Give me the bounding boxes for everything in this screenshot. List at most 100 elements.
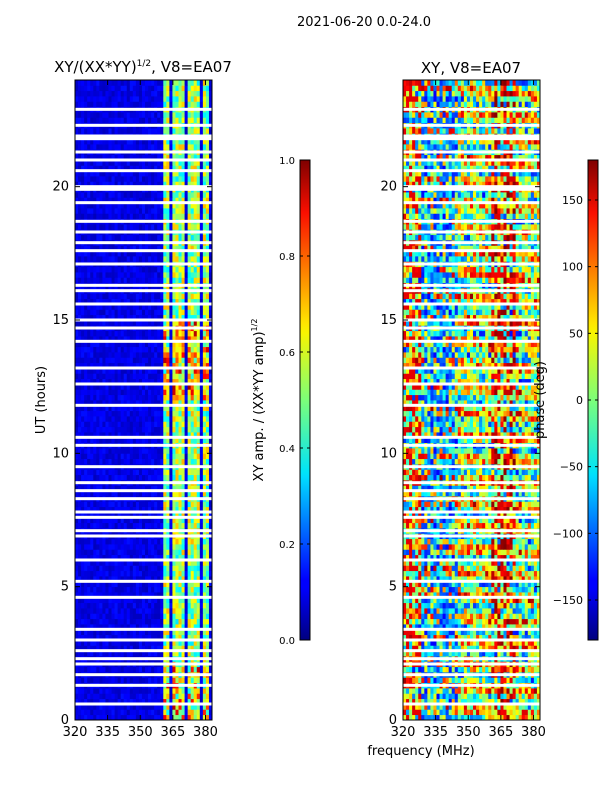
heatmap-cell: [205, 458, 210, 465]
heatmap-cell: [108, 197, 112, 204]
heatmap-cell: [111, 517, 115, 524]
heatmap-cell: [120, 538, 125, 545]
heatmap-cell: [154, 506, 158, 513]
heatmap-cell: [196, 624, 201, 630]
heatmap-cell: [78, 373, 82, 380]
heatmap-cell: [81, 592, 85, 598]
heatmap-cell: [108, 538, 112, 545]
heatmap-cell: [145, 346, 149, 353]
heatmap-cell: [208, 650, 212, 657]
heatmap-cell: [151, 608, 155, 614]
heatmap-cell: [90, 234, 94, 241]
heatmap-cell: [96, 176, 100, 182]
heatmap-cell: [169, 688, 173, 694]
heatmap-cell: [138, 416, 143, 422]
heatmap-cell: [208, 586, 212, 593]
heatmap-cell: [129, 176, 134, 182]
heatmap-cell: [126, 373, 131, 380]
heatmap-cell: [166, 501, 170, 508]
heatmap-cell: [151, 192, 155, 198]
heatmap-cell: [102, 416, 106, 422]
heatmap-cell: [78, 602, 82, 609]
heatmap-cell: [208, 634, 212, 641]
heatmap-cell: [151, 538, 155, 545]
heatmap-cell: [123, 560, 128, 566]
heatmap-cell: [81, 213, 85, 220]
heatmap-cell: [108, 522, 112, 529]
heatmap-cell: [199, 704, 204, 710]
heatmap-cell: [87, 197, 91, 204]
heatmap-cell: [172, 181, 176, 188]
heatmap-cell: [199, 373, 204, 380]
heatmap-cell: [187, 378, 192, 385]
heatmap-cell: [132, 597, 137, 604]
heatmap-cell: [148, 394, 152, 401]
heatmap-cell: [172, 378, 176, 385]
heatmap-cell: [151, 650, 155, 657]
heatmap-cell: [84, 666, 88, 673]
heatmap-cell: [172, 426, 176, 433]
heatmap-cell: [154, 602, 158, 609]
heatmap-cell: [129, 698, 134, 705]
heatmap-cell: [151, 704, 155, 710]
heatmap-cell: [126, 586, 131, 593]
heatmap-cell: [93, 554, 97, 561]
heatmap-cell: [78, 640, 82, 646]
heatmap-cell: [184, 576, 189, 582]
heatmap-cell: [160, 645, 164, 652]
heatmap-cell: [111, 160, 115, 166]
heatmap-cell: [148, 304, 152, 310]
heatmap-cell: [175, 512, 179, 518]
heatmap-cell: [187, 336, 192, 342]
heatmap-cell: [169, 181, 173, 188]
heatmap-cell: [129, 410, 134, 417]
heatmap-cell: [75, 160, 79, 166]
heatmap-cell: [190, 592, 195, 598]
heatmap-cell: [151, 256, 155, 262]
heatmap-cell: [151, 560, 155, 566]
heatmap-cell: [151, 176, 155, 182]
heatmap-cell: [172, 272, 176, 278]
heatmap-cell: [145, 170, 149, 177]
heatmap-cell: [181, 389, 185, 396]
heatmap-cell: [205, 160, 210, 166]
heatmap-cell: [111, 640, 115, 646]
heatmap-cell: [157, 341, 161, 348]
heatmap-cell: [190, 517, 195, 524]
heatmap-cell: [202, 213, 207, 220]
heatmap-cell: [172, 538, 176, 545]
heatmap-cell: [151, 554, 155, 561]
heatmap-cell: [102, 666, 106, 673]
heatmap-cell: [129, 517, 134, 524]
heatmap-cell: [87, 410, 91, 417]
heatmap-cell: [132, 394, 137, 401]
heatmap-cell: [132, 506, 137, 513]
heatmap-cell: [196, 586, 201, 593]
heatmap-cell: [81, 624, 85, 630]
heatmap-cell: [84, 410, 88, 417]
heatmap-cell: [129, 688, 134, 694]
heatmap-cell: [75, 197, 79, 204]
heatmap-cell: [154, 565, 158, 572]
heatmap-cell: [81, 341, 85, 348]
heatmap-cell: [196, 330, 201, 337]
heatmap-cell: [199, 368, 204, 374]
heatmap-cell: [75, 714, 79, 720]
heatmap-cell: [151, 138, 155, 145]
heatmap-cell: [93, 688, 97, 694]
heatmap-cell: [190, 410, 195, 417]
heatmap-cell: [141, 437, 146, 444]
heatmap-cell: [135, 341, 140, 348]
heatmap-cell: [154, 560, 158, 566]
heatmap-cell: [163, 576, 167, 582]
heatmap-cell: [154, 314, 158, 321]
heatmap-cell: [145, 362, 149, 369]
heatmap-cell: [87, 469, 91, 476]
heatmap-cell: [132, 405, 137, 412]
heatmap-cell: [129, 357, 134, 364]
heatmap-cell: [120, 320, 125, 326]
heatmap-cell: [166, 181, 170, 188]
heatmap-cell: [178, 453, 182, 460]
heatmap-cell: [84, 405, 88, 412]
heatmap-cell: [148, 448, 152, 454]
